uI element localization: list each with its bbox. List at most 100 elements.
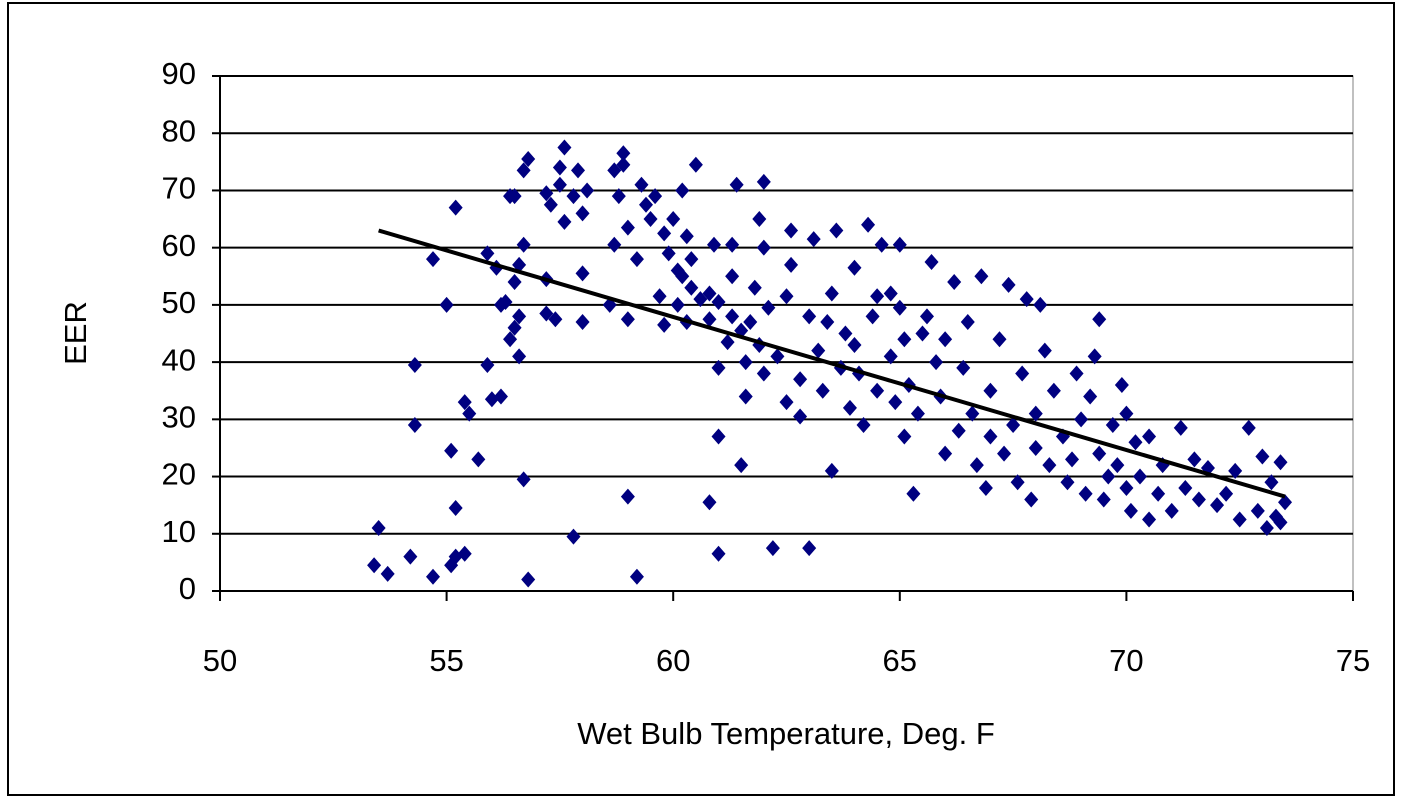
point — [865, 308, 880, 325]
point — [888, 394, 903, 411]
point — [493, 388, 508, 405]
point — [892, 299, 907, 316]
point — [1173, 419, 1188, 436]
point — [861, 216, 876, 233]
x-tick-label: 50 — [203, 643, 237, 678]
point — [743, 314, 758, 331]
point — [557, 213, 572, 230]
point — [607, 162, 622, 179]
point — [779, 394, 794, 411]
point — [1028, 405, 1043, 422]
point — [1019, 291, 1034, 308]
point — [1178, 480, 1193, 496]
y-tick-label: 60 — [162, 228, 196, 263]
point — [507, 188, 522, 205]
point — [720, 334, 735, 351]
point — [1264, 474, 1279, 491]
point — [820, 314, 835, 331]
point — [643, 211, 658, 228]
point — [1210, 497, 1225, 514]
point — [870, 382, 885, 399]
point — [407, 417, 422, 434]
point — [457, 394, 472, 411]
point — [842, 399, 857, 416]
point — [992, 331, 1007, 348]
point — [924, 253, 939, 270]
point — [1074, 411, 1089, 428]
point — [426, 251, 441, 268]
point — [367, 557, 382, 574]
point — [802, 308, 817, 325]
point — [675, 268, 690, 285]
point — [566, 188, 581, 205]
y-tick-label: 20 — [162, 457, 196, 492]
point — [997, 445, 1012, 462]
point — [784, 256, 799, 273]
point — [1250, 502, 1265, 519]
point — [806, 231, 821, 248]
point — [521, 571, 536, 588]
point — [1015, 365, 1030, 382]
point — [620, 488, 635, 505]
point — [657, 316, 672, 333]
point — [1060, 474, 1075, 491]
point — [516, 471, 531, 488]
point — [448, 500, 463, 517]
point — [802, 540, 817, 557]
point — [906, 485, 921, 502]
point — [1228, 462, 1243, 479]
point — [512, 348, 527, 365]
point — [1132, 468, 1147, 485]
point — [983, 428, 998, 445]
point — [516, 236, 531, 253]
point — [815, 382, 830, 399]
point — [756, 239, 771, 256]
point — [620, 219, 635, 236]
trend-line — [378, 228, 1286, 499]
point — [725, 268, 740, 285]
point — [657, 225, 672, 242]
y-tick-label: 80 — [162, 113, 196, 148]
point — [444, 442, 459, 459]
y-axis-title: EER — [58, 301, 93, 365]
x-tick-label: 60 — [656, 643, 690, 678]
point — [675, 182, 690, 199]
point — [1119, 405, 1134, 422]
point — [480, 356, 495, 373]
point — [566, 528, 581, 545]
x-tick-label: 55 — [429, 643, 463, 678]
x-tick-label: 65 — [883, 643, 917, 678]
point — [747, 279, 762, 296]
point — [1078, 485, 1093, 502]
point — [1042, 457, 1057, 474]
point — [711, 428, 726, 445]
point — [847, 336, 862, 353]
point — [811, 342, 826, 359]
point — [734, 457, 749, 474]
point — [543, 196, 558, 213]
point — [1092, 311, 1107, 328]
point — [897, 428, 912, 445]
point — [974, 268, 989, 285]
point — [512, 308, 527, 325]
point — [838, 325, 853, 342]
point — [897, 331, 912, 348]
point — [439, 296, 454, 313]
point — [1033, 296, 1048, 313]
point — [938, 331, 953, 348]
point — [1119, 480, 1134, 496]
point — [1278, 494, 1293, 511]
point — [507, 274, 522, 290]
point — [756, 173, 771, 190]
point — [1069, 365, 1084, 382]
point — [1219, 485, 1234, 502]
point — [738, 354, 753, 371]
point — [951, 422, 966, 439]
point — [575, 265, 590, 282]
point — [929, 354, 944, 371]
x-tick-label: 70 — [1109, 643, 1143, 678]
point — [498, 294, 513, 311]
point — [670, 296, 685, 313]
point — [983, 382, 998, 399]
point — [1232, 511, 1247, 528]
